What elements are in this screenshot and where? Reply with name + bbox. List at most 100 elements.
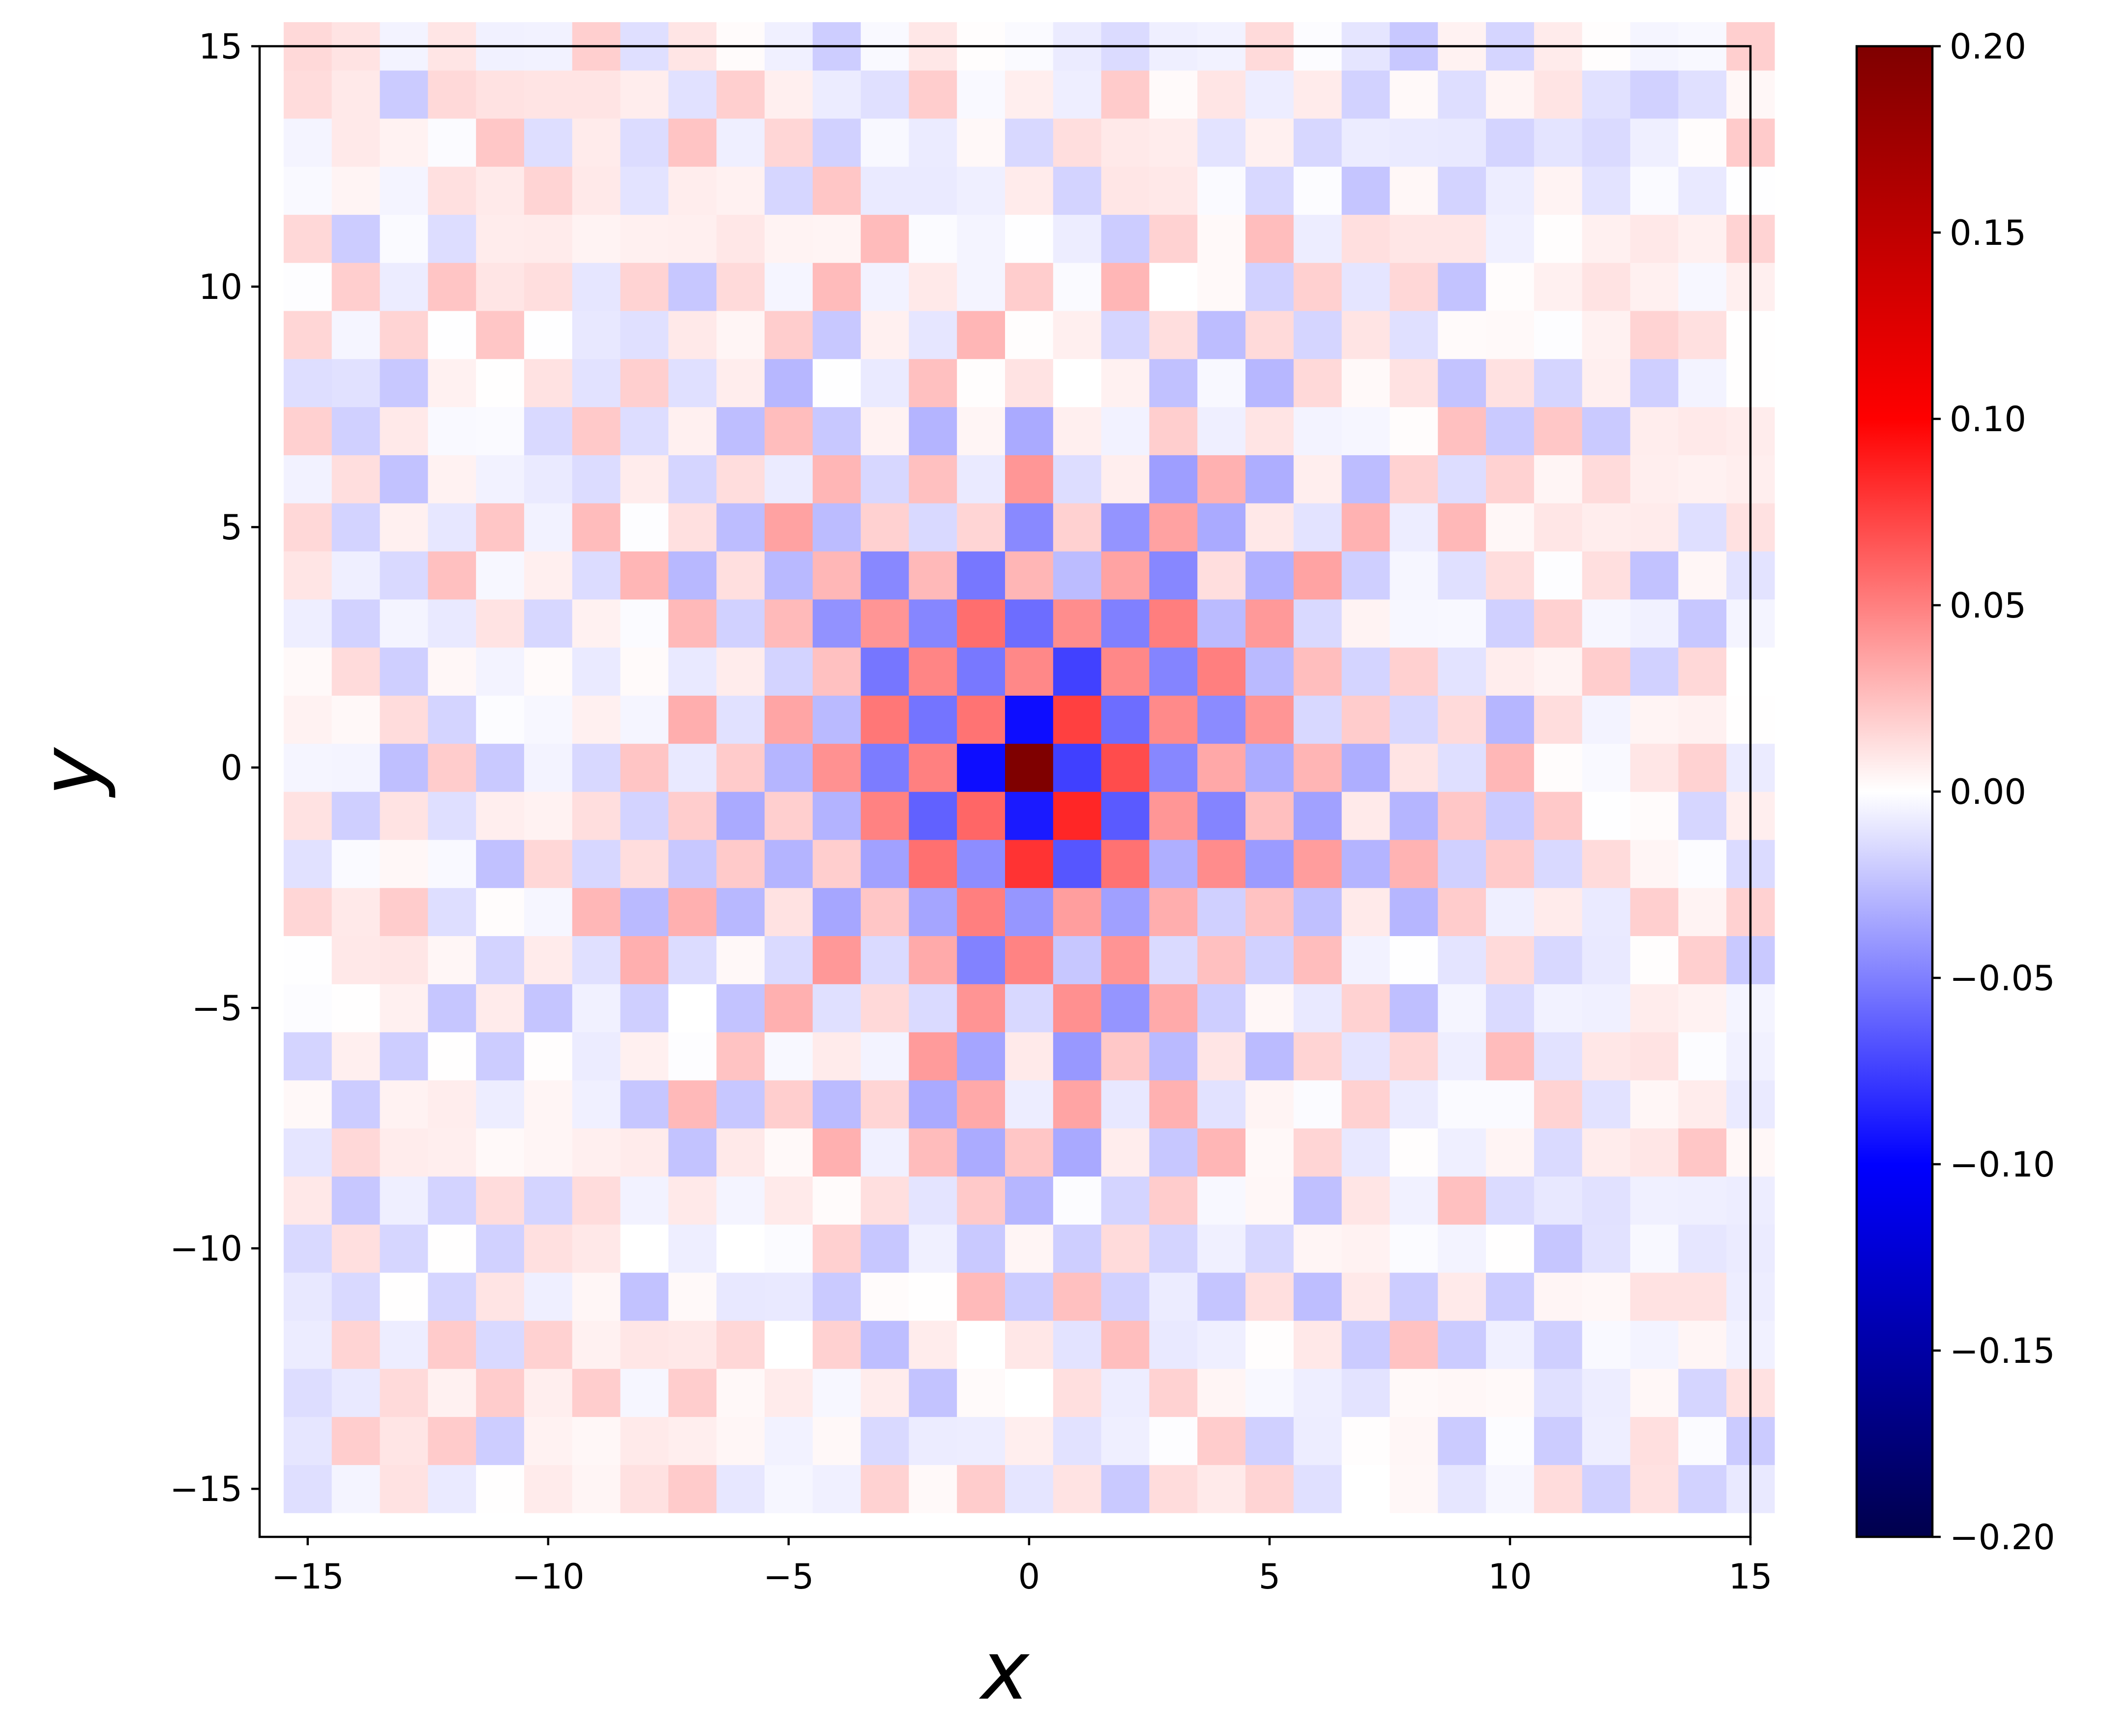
heatmap-cell (428, 1080, 476, 1129)
heatmap-cell (1197, 743, 1246, 792)
heatmap-cell (428, 358, 476, 408)
heatmap-cell (283, 1416, 332, 1465)
heatmap-cell (1101, 214, 1150, 263)
heatmap-cell (1582, 599, 1631, 648)
heatmap-cell (1582, 792, 1631, 840)
heatmap-cell (909, 792, 957, 840)
heatmap-cell (1005, 887, 1054, 937)
heatmap-cell (860, 936, 909, 984)
heatmap-cell (524, 792, 573, 840)
heatmap-cell (668, 887, 717, 937)
heatmap-cell (1245, 1176, 1294, 1225)
heatmap-cell (1486, 407, 1535, 455)
heatmap-cell (909, 70, 957, 119)
heatmap-cell (1390, 647, 1438, 696)
heatmap-cell (1053, 1320, 1102, 1369)
heatmap-cell (957, 1128, 1006, 1177)
heatmap-cell (380, 1368, 428, 1417)
heatmap-cell (572, 1176, 621, 1225)
heatmap-cell (428, 647, 476, 696)
heatmap-cell (1149, 792, 1198, 840)
heatmap-cell (283, 455, 332, 503)
heatmap-cell (476, 792, 525, 840)
heatmap-cell (1293, 1368, 1342, 1417)
heatmap-cell (764, 214, 813, 263)
heatmap-cell (1149, 1032, 1198, 1081)
heatmap-cell (812, 695, 861, 744)
heatmap-cell (524, 455, 573, 503)
heatmap-cell (620, 887, 669, 937)
heatmap-cell (1149, 70, 1198, 119)
heatmap-cell (1534, 792, 1583, 840)
heatmap-cell (1149, 503, 1198, 552)
heatmap-cell (860, 358, 909, 408)
heatmap-cell (1197, 936, 1246, 984)
heatmap-cell (716, 1224, 765, 1273)
heatmap-cell (1438, 551, 1486, 600)
heatmap-cell (1534, 1368, 1583, 1417)
heatmap-cell (1534, 743, 1583, 792)
heatmap-cell (283, 1224, 332, 1273)
heatmap-cell (1438, 1416, 1486, 1465)
heatmap-cell (1101, 407, 1150, 455)
heatmap-cell (428, 984, 476, 1032)
heatmap-cell (1197, 1128, 1246, 1177)
heatmap-cell (524, 310, 573, 359)
heatmap-cell (476, 118, 525, 167)
heatmap-cell (1197, 263, 1246, 311)
heatmap-cell (860, 1368, 909, 1417)
heatmap-cell (812, 1080, 861, 1129)
heatmap-cell (1534, 455, 1583, 503)
colorbar-tick-label: 0.15 (1950, 213, 2026, 253)
heatmap-cell (1149, 599, 1198, 648)
heatmap-cell (572, 166, 621, 215)
heatmap-cell (668, 1272, 717, 1321)
heatmap-cell (909, 1416, 957, 1465)
heatmap-cell (572, 599, 621, 648)
heatmap-cell (909, 936, 957, 984)
heatmap-cell (1390, 984, 1438, 1032)
heatmap-cell (1053, 1128, 1102, 1177)
heatmap-cell (428, 551, 476, 600)
heatmap-cell (331, 1032, 381, 1081)
heatmap-cell (716, 647, 765, 696)
heatmap-cell (1582, 887, 1631, 937)
heatmap-cell (331, 1465, 381, 1513)
heatmap-cell (620, 1368, 669, 1417)
heatmap-cell (1293, 839, 1342, 888)
heatmap-cell (1678, 695, 1727, 744)
heatmap-cell (764, 263, 813, 311)
heatmap-cell (812, 1368, 861, 1417)
heatmap-cell (957, 887, 1006, 937)
heatmap-cell (1678, 936, 1727, 984)
heatmap-cell (524, 1080, 573, 1129)
heatmap-cell (1534, 1320, 1583, 1369)
heatmap-cell (1534, 1224, 1583, 1273)
heatmap-cell (1053, 1416, 1102, 1465)
heatmap-cell (1005, 358, 1054, 408)
heatmap-cell (1149, 936, 1198, 984)
heatmap-cell (1149, 1368, 1198, 1417)
heatmap-cell (860, 1416, 909, 1465)
heatmap-cell (1101, 1032, 1150, 1081)
heatmap-cell (764, 1465, 813, 1513)
heatmap-cell (909, 310, 957, 359)
heatmap-cell (1005, 407, 1054, 455)
heatmap-cell (1005, 984, 1054, 1032)
heatmap-cell (909, 407, 957, 455)
heatmap-cell (957, 455, 1006, 503)
heatmap-cell (1486, 214, 1535, 263)
heatmap-cell (1293, 70, 1342, 119)
colorbar-tick-label: 0.20 (1950, 27, 2026, 67)
heatmap-cell (1390, 1032, 1438, 1081)
heatmap-cell (909, 1080, 957, 1129)
heatmap-cell (620, 1080, 669, 1129)
heatmap-cell (283, 310, 332, 359)
heatmap-cell (1534, 1272, 1583, 1321)
heatmap-cell (331, 1416, 381, 1465)
heatmap-cell (331, 599, 381, 648)
heatmap-cell (428, 118, 476, 167)
heatmap-cell (620, 263, 669, 311)
heatmap-cell (1197, 214, 1246, 263)
heatmap-cell (620, 599, 669, 648)
